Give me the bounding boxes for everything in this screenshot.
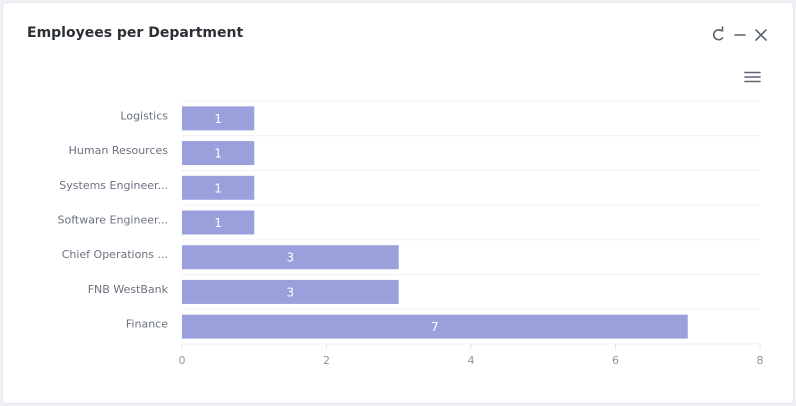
y-tick-label: Human Resources	[69, 144, 169, 157]
y-tick-label: Software Engineer...	[58, 214, 168, 227]
refresh-icon	[712, 28, 724, 41]
x-tick-label: 8	[757, 354, 764, 367]
value-label: 3	[287, 285, 295, 299]
value-label: 1	[214, 112, 222, 126]
bar	[182, 210, 255, 235]
value-label: 1	[214, 147, 222, 161]
bar	[182, 245, 399, 270]
chart-title: Employees per Department	[27, 25, 243, 41]
bar	[182, 314, 688, 339]
value-label: 3	[287, 251, 295, 265]
y-tick-label: FNB WestBank	[88, 283, 169, 296]
close-button[interactable]	[755, 29, 767, 41]
bar	[182, 141, 255, 166]
y-tick-label: Systems Engineer...	[59, 179, 168, 192]
menu-button[interactable]	[744, 71, 761, 83]
refresh-button[interactable]	[712, 26, 724, 41]
bar	[182, 106, 255, 131]
value-label: 1	[214, 216, 222, 230]
refresh-arrow	[718, 26, 724, 32]
value-label: 7	[431, 320, 439, 334]
value-label: 1	[214, 181, 222, 195]
y-tick-label: Chief Operations ...	[62, 248, 168, 261]
bar	[182, 175, 255, 200]
y-tick-label: Finance	[126, 318, 168, 331]
y-tick-label: Logistics	[120, 109, 168, 122]
close-icon	[755, 29, 767, 41]
x-tick-label: 0	[179, 354, 186, 367]
x-tick-label: 6	[612, 354, 619, 367]
x-tick-label: 4	[468, 354, 475, 367]
bar	[182, 279, 399, 304]
x-tick-label: 2	[323, 354, 330, 367]
